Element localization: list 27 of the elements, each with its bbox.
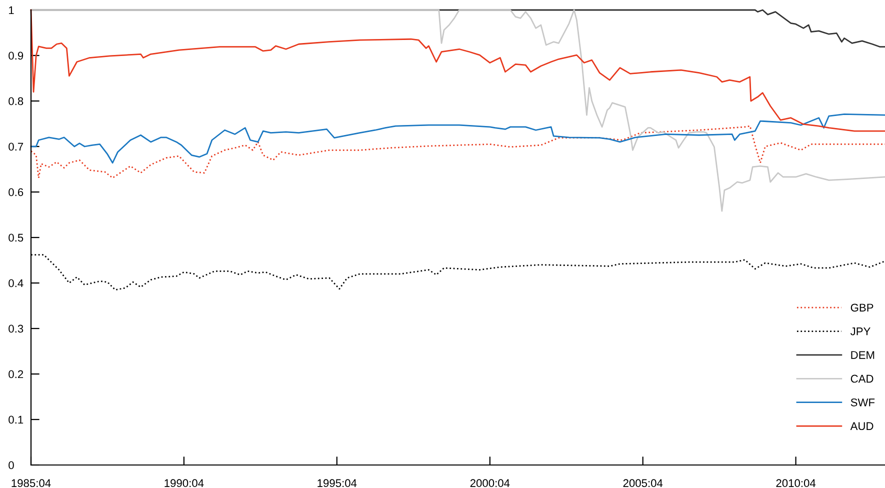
line-series <box>30 125 885 179</box>
x-tick-label: 1990:04 <box>164 479 204 488</box>
x-tick-label: 2005:04 <box>623 479 663 488</box>
y-tick-label: 0 <box>8 461 14 470</box>
x-tick-label: 2000:04 <box>470 479 510 488</box>
y-tick-label: 1 <box>9 6 14 14</box>
legend-label: SWF <box>850 398 875 406</box>
x-tick-label: 1985:04 <box>12 479 51 488</box>
y-tick-label: 0.5 <box>8 234 24 242</box>
y-tick-label: 0.6 <box>8 188 24 196</box>
line-series <box>30 114 885 164</box>
y-tick-label: 0.3 <box>8 324 24 333</box>
y-tick-label: 0.2 <box>8 370 24 378</box>
legend-label: GBP <box>850 304 874 312</box>
y-tick-label: 0.7 <box>8 142 24 151</box>
y-tick-label: 0.1 <box>8 416 24 424</box>
legend-label: AUD <box>850 422 874 430</box>
y-tick-label: 0.9 <box>8 52 24 60</box>
y-tick-label: 0.8 <box>8 97 24 106</box>
y-tick-label: 0.4 <box>8 279 24 288</box>
line-series <box>30 9 885 132</box>
line-series <box>30 9 885 212</box>
x-tick-label: 2010:04 <box>776 479 816 488</box>
legend-label: CAD <box>850 374 874 383</box>
legend-label: DEM <box>851 351 874 359</box>
x-tick-label: 1995:04 <box>318 479 357 488</box>
legend-label: JPY <box>850 328 870 336</box>
